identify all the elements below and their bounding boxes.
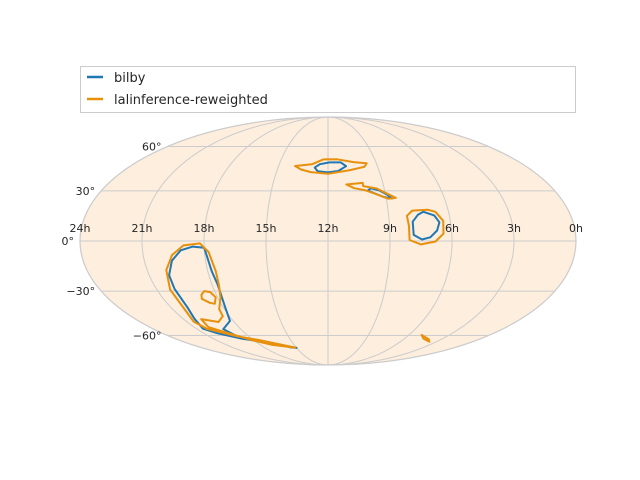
ra-tick-label: 6h <box>445 222 459 235</box>
dec-tick-label: −60° <box>133 330 162 343</box>
contour-lalinference-reweighted <box>345 181 397 200</box>
ra-tick-label: 3h <box>507 222 521 235</box>
contour-lalinference-reweighted <box>420 334 431 343</box>
dec-tick-label: 60° <box>142 141 162 154</box>
contour-lalinference-reweighted <box>405 208 445 246</box>
contour-lalinference-reweighted <box>165 242 297 349</box>
ra-tick-label: 9h <box>383 222 397 235</box>
dec-tick-label: 30° <box>76 185 96 198</box>
ra-tick-label: 15h <box>256 222 277 235</box>
ra-tick-labels: 24h 21h 18h 15h 12h 9h 6h 3h 0h <box>70 222 583 235</box>
legend-frame <box>80 66 576 113</box>
credible-region-contours <box>165 158 445 349</box>
ra-tick-label: 0h <box>569 222 583 235</box>
ra-tick-label: 12h <box>318 222 339 235</box>
contour-lalinference-reweighted <box>294 158 368 175</box>
contour-bilby <box>411 210 441 241</box>
dec-tick-label: −30° <box>66 285 95 298</box>
dec-tick-label: 0° <box>62 235 75 248</box>
ra-tick-label: 18h <box>194 222 215 235</box>
contour-bilby <box>313 161 348 174</box>
graticule-grid <box>80 117 576 365</box>
legend-label-lalinference-reweighted: lalinference-reweighted <box>114 93 268 108</box>
contour-lalinference-reweighted <box>200 290 217 305</box>
dec-tick-labels: 60° 30° 0° −30° −60° <box>62 141 162 343</box>
legend-label-bilby: bilby <box>114 71 146 86</box>
sky-frame <box>79 116 577 366</box>
ra-tick-label: 21h <box>132 222 153 235</box>
legend: bilby lalinference-reweighted <box>80 66 576 113</box>
ra-tick-label: 24h <box>70 222 91 235</box>
